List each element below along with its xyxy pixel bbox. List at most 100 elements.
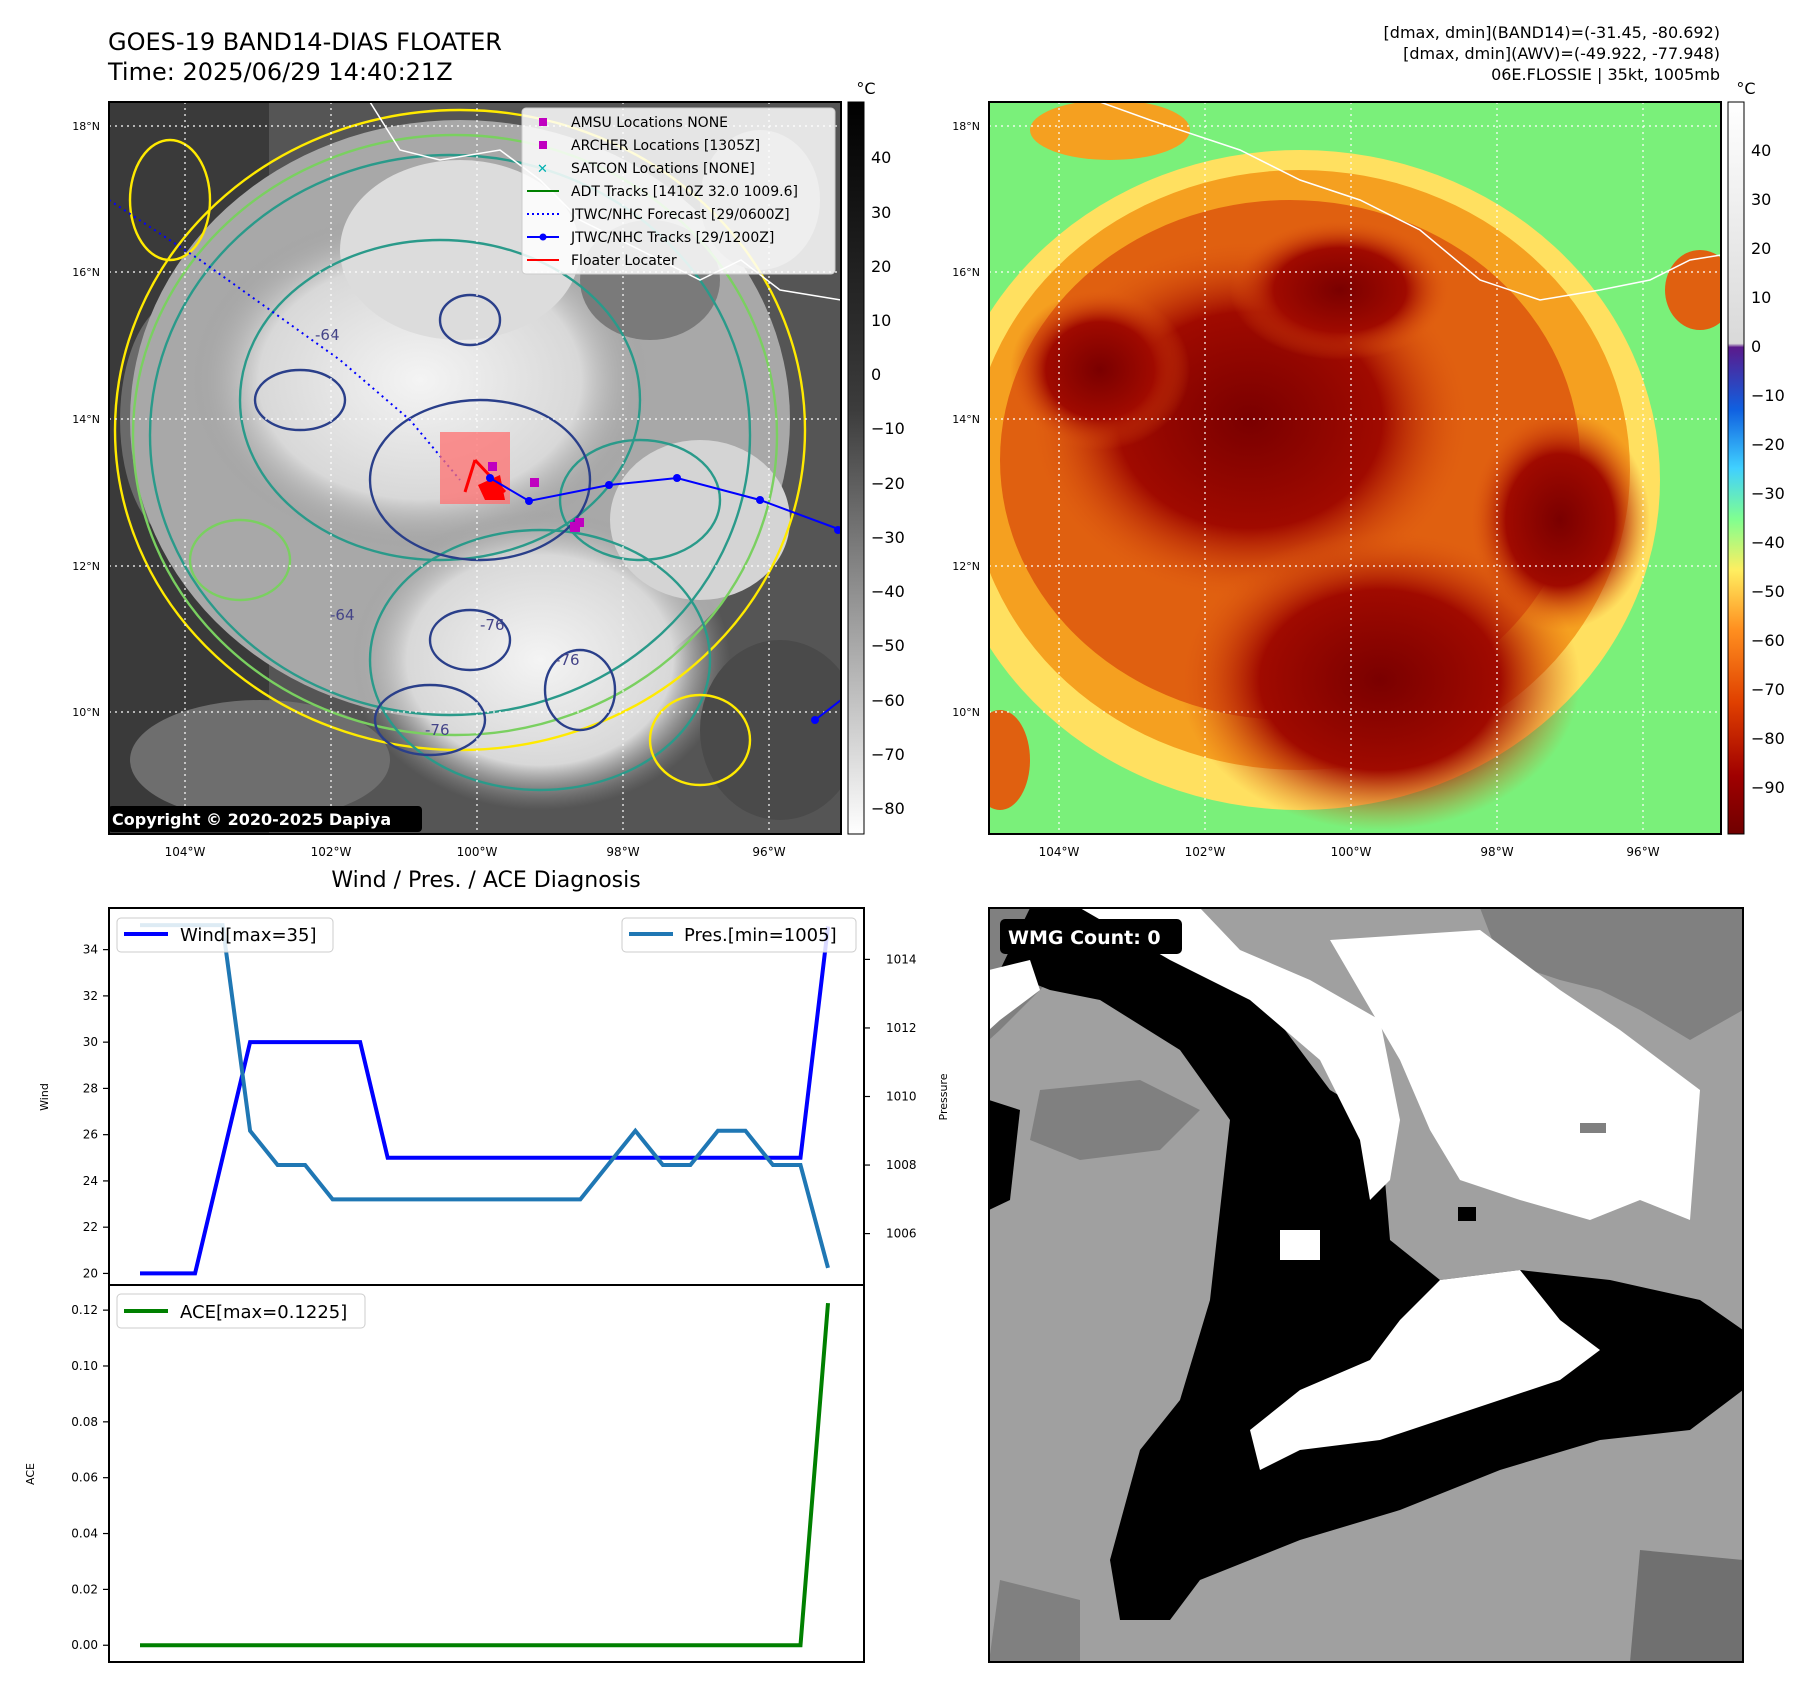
- svg-text:20: 20: [1751, 239, 1771, 258]
- legend-forecast: JTWC/NHC Forecast [29/0600Z]: [570, 207, 790, 223]
- color-map-lon-labels: 104°W 102°W 100°W 98°W 96°W: [1039, 845, 1660, 859]
- map-legend: AMSU Locations NONE ARCHER Locations [13…: [521, 107, 836, 275]
- contour-label: -64: [330, 606, 355, 624]
- ace-tick-label: 0.02: [71, 1582, 98, 1596]
- pressure-tick-label: 1008: [886, 1158, 917, 1172]
- diagnosis-title: Wind / Pres. / ACE Diagnosis: [331, 868, 640, 893]
- ace-tick-label: 0.04: [71, 1527, 98, 1541]
- svg-text:−80: −80: [1751, 729, 1785, 748]
- wind-series-line: [140, 926, 830, 1276]
- svg-text:10°N: 10°N: [952, 706, 980, 719]
- svg-text:−10: −10: [871, 419, 905, 438]
- svg-text:12°N: 12°N: [72, 560, 100, 573]
- svg-text:ACE[max=0.1225]: ACE[max=0.1225]: [180, 1302, 347, 1323]
- svg-text:10: 10: [1751, 288, 1771, 307]
- archer-markers: [488, 462, 584, 532]
- legend-archer: ARCHER Locations [1305Z]: [571, 138, 760, 154]
- copyright-box: [109, 806, 422, 832]
- wmg-panel: WMG Count: 0: [988, 907, 1744, 1663]
- svg-text:Wind[max=35]: Wind[max=35]: [180, 925, 317, 946]
- svg-text:14°N: 14°N: [952, 413, 980, 426]
- svg-text:16°N: 16°N: [72, 266, 100, 279]
- svg-text:−30: −30: [871, 528, 905, 547]
- wind-tick-label: 28: [83, 1081, 98, 1095]
- coastline: [1099, 102, 1721, 301]
- pressure-tick-label: 1006: [886, 1227, 917, 1241]
- svg-text:96°W: 96°W: [752, 845, 785, 859]
- band14-range: [dmax, dmin](BAND14)=(-31.45, -80.692): [1384, 23, 1720, 42]
- svg-text:12°N: 12°N: [952, 560, 980, 573]
- ir-map-panel: -64 -64 -76 -76 -76: [108, 101, 842, 835]
- svg-text:104°W: 104°W: [1039, 845, 1080, 859]
- wind-tick-label: 34: [83, 943, 98, 957]
- pressure-axis-label: Pressure: [937, 1073, 950, 1120]
- wind-axis-label: Wind: [38, 1083, 51, 1111]
- ir-colorbar: °C 40 30 20 10 0 −10 −20 −30 −40 −50 −60…: [847, 79, 905, 835]
- svg-text:100°W: 100°W: [1331, 845, 1372, 859]
- wind-tick-label: 26: [83, 1128, 98, 1142]
- pressure-tick-label: 1012: [886, 1021, 917, 1035]
- ace-legend: ACE[max=0.1225]: [116, 1293, 366, 1329]
- svg-text:−40: −40: [871, 582, 905, 601]
- contour-label: -64: [315, 326, 340, 344]
- svg-text:20: 20: [871, 257, 891, 276]
- figure-title: GOES-19 BAND14-DIAS FLOATER: [108, 28, 502, 56]
- wind-tick-label: 24: [83, 1174, 98, 1188]
- svg-text:−30: −30: [1751, 484, 1785, 503]
- svg-text:104°W: 104°W: [165, 845, 206, 859]
- contour-label: -76: [555, 651, 580, 669]
- contour-label: -76: [425, 721, 450, 739]
- svg-text:10°N: 10°N: [72, 706, 100, 719]
- svg-text:−40: −40: [1751, 533, 1785, 552]
- ir-colorbar-unit: °C: [856, 79, 875, 98]
- wind-tick-label: 22: [83, 1220, 98, 1234]
- ir-map-lat-labels: 18°N 16°N 14°N 12°N 10°N: [72, 120, 100, 719]
- svg-text:98°W: 98°W: [606, 845, 639, 859]
- ace-series-line: [140, 1302, 830, 1648]
- svg-text:18°N: 18°N: [952, 120, 980, 133]
- svg-text:−50: −50: [1751, 582, 1785, 601]
- svg-text:−50: −50: [871, 636, 905, 655]
- wind-pressure-lines: [140, 923, 830, 1276]
- wmg-count: WMG Count: 0: [1008, 927, 1161, 949]
- legend-satcon: SATCON Locations [NONE]: [571, 161, 755, 177]
- ace-axis-label: ACE: [24, 1463, 37, 1485]
- svg-text:0: 0: [1751, 337, 1761, 356]
- svg-text:102°W: 102°W: [311, 845, 352, 859]
- svg-text:−60: −60: [1751, 631, 1785, 650]
- copyright: Copyright © 2020-2025 Dapiya: [112, 810, 391, 829]
- svg-text:18°N: 18°N: [72, 120, 100, 133]
- pressure-tick-label: 1010: [886, 1090, 917, 1104]
- figure-time: Time: 2025/06/29 14:40:21Z: [107, 58, 453, 86]
- svg-text:Pres.[min=1005]: Pres.[min=1005]: [684, 925, 837, 946]
- svg-text:16°N: 16°N: [952, 266, 980, 279]
- ace-chart: 0.00 0.02 0.04 0.06 0.08 0.10 0.12 ACE ACE[max…: [24, 1284, 865, 1663]
- svg-text:−70: −70: [1751, 680, 1785, 699]
- legend-tracks: JTWC/NHC Tracks [29/1200Z]: [570, 230, 774, 246]
- ace-axis-ticks: 0.00 0.02 0.04 0.06 0.08 0.10 0.12: [71, 1303, 109, 1652]
- ir-map-lon-labels: 104°W 102°W 100°W 98°W 96°W: [165, 845, 786, 859]
- color-map-panel: [988, 101, 1722, 835]
- pressure-series-line: [140, 923, 830, 1269]
- svg-text:−10: −10: [1751, 386, 1785, 405]
- svg-text:14°N: 14°N: [72, 413, 100, 426]
- svg-text:−20: −20: [871, 474, 905, 493]
- svg-text:−70: −70: [871, 745, 905, 764]
- wmg-count-box: [1000, 919, 1182, 954]
- ace-lines: [140, 1302, 830, 1648]
- svg-text:96°W: 96°W: [1626, 845, 1659, 859]
- svg-text:40: 40: [871, 148, 891, 167]
- svg-text:10: 10: [871, 311, 891, 330]
- map-grid: [989, 102, 1721, 834]
- svg-text:30: 30: [871, 203, 891, 222]
- wind-legend: Wind[max=35]: [116, 917, 334, 953]
- pressure-axis-ticks: 1006 1008 1010 1012 1014: [864, 952, 917, 1241]
- forecast-track: [109, 199, 461, 481]
- svg-text:40: 40: [1751, 141, 1771, 160]
- ace-tick-label: 0.08: [71, 1415, 98, 1429]
- contour-label: -76: [480, 616, 505, 634]
- ace-tick-label: 0.10: [71, 1359, 98, 1373]
- observed-track: [489, 476, 841, 531]
- svg-text:−80: −80: [871, 799, 905, 818]
